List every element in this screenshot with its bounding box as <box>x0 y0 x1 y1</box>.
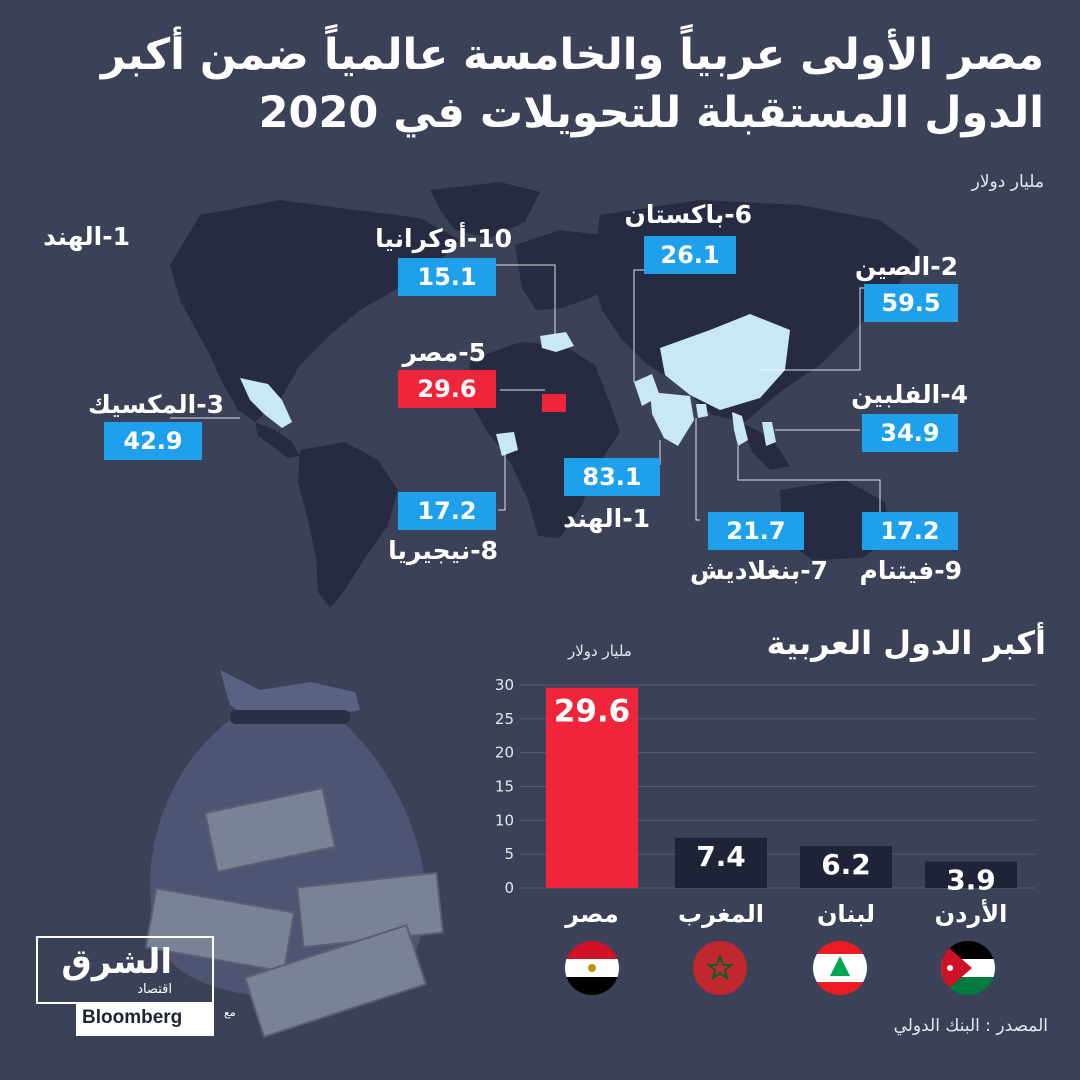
money-stack-4 <box>243 923 427 1038</box>
logo-bloomberg-bar: Bloomberg <box>76 1004 214 1036</box>
bar-3 <box>925 861 1017 888</box>
money-stack-1 <box>203 786 337 874</box>
y-tick-label: 25 <box>495 710 514 728</box>
bar-value-label: 3.9 <box>946 864 996 897</box>
leader-bangladesh <box>695 418 700 521</box>
page-title: مصر الأولى عربياً والخامسة عالمياً ضمن أ… <box>44 26 1044 142</box>
money-bag-illustration <box>144 670 444 1038</box>
map-unit-label: مليار دولار <box>971 172 1044 192</box>
flag-jordan-icon <box>941 941 995 995</box>
bar-value-label: 29.6 <box>554 694 631 730</box>
leader-nigeria <box>498 452 506 511</box>
flags-row <box>565 941 995 995</box>
map-highlight-nigeria <box>496 432 518 456</box>
leader-vietnam <box>737 446 881 515</box>
country-value-vietnam: 17.2 <box>862 512 958 550</box>
source-note: المصدر : البنك الدولي <box>893 1016 1048 1036</box>
country-label-pakistan: 6-باكستان <box>624 200 752 229</box>
money-bag-neck <box>220 670 360 720</box>
map-highlight-india <box>650 392 694 446</box>
country-label-nigeria: 8-نيجيريا <box>388 536 498 565</box>
country-value-bangladesh: 21.7 <box>708 512 804 550</box>
southeast-asia-shape <box>740 422 790 470</box>
brand-logo: الشرق اقتصاد مع Bloomberg <box>36 936 236 1036</box>
country-label-mexico: 3-المكسيك <box>88 390 224 419</box>
y-tick-label: 0 <box>504 879 514 897</box>
map-highlight-philippines <box>762 422 776 446</box>
bar-0 <box>546 687 638 888</box>
leader-ukraine <box>470 264 556 335</box>
map-highlight-egypt <box>542 394 566 412</box>
south-america-shape <box>298 442 398 608</box>
central-america-shape <box>255 422 300 458</box>
country-value-nigeria: 17.2 <box>398 492 496 530</box>
country-label-china: 2-الصين <box>854 252 958 281</box>
country-value-mexico: 42.9 <box>104 422 202 460</box>
label-india: 1-الهند <box>43 222 130 251</box>
logo-frame: الشرق اقتصاد <box>36 936 214 1004</box>
greenland-shape <box>430 182 540 238</box>
country-label-bangladesh: 7-بنغلاديش <box>689 556 828 585</box>
country-value-ukraine: 15.1 <box>398 258 496 296</box>
chart-unit-label: مليار دولار <box>567 642 632 660</box>
country-value-china: 59.5 <box>864 284 958 322</box>
logo-with-text: مع <box>224 1006 236 1019</box>
north-america-shape <box>170 200 460 422</box>
map-highlight-vietnam <box>732 412 748 446</box>
map-highlight-ukraine <box>540 332 574 352</box>
bar-2 <box>800 846 892 888</box>
money-stack-2 <box>144 887 296 973</box>
category-label: لبنان <box>817 900 875 928</box>
arab-bar-chart: مليار دولار 0 5 10 15 20 25 30 29.6 7.4 6.2 3.9 م… <box>495 642 1035 928</box>
country-label-philippines: 4-الفلبين <box>851 380 968 409</box>
country-label-india: 1-الهند <box>563 504 650 533</box>
country-value-pakistan: 26.1 <box>644 236 736 274</box>
logo-arabic-text: الشرق <box>61 942 172 982</box>
arab-section-title: أكبر الدول العربية <box>766 624 1046 662</box>
country-label-ukraine: 10-أوكرانيا <box>375 224 512 253</box>
y-tick-label: 30 <box>495 676 514 694</box>
map-highlight-bangladesh <box>696 404 708 418</box>
flag-egypt-icon <box>565 941 619 995</box>
y-tick-label: 5 <box>504 845 514 863</box>
bar-1 <box>675 837 767 888</box>
country-label-vietnam: 9-فيتنام <box>859 556 962 585</box>
y-tick-label: 20 <box>495 744 514 762</box>
logo-subtitle: اقتصاد <box>137 982 172 997</box>
country-value-india: 83.1 <box>564 458 660 496</box>
title-line-1: مصر الأولى عربياً والخامسة عالمياً ضمن أ… <box>100 30 1044 80</box>
country-label-egypt: 5-مصر <box>402 338 486 367</box>
bar-value-label: 7.4 <box>696 840 746 873</box>
title-line-2: الدول المستقبلة للتحويلات في 2020 <box>258 88 1044 138</box>
money-bag-tie <box>230 710 350 724</box>
country-value-egypt: 29.6 <box>398 370 496 408</box>
logo-bloomberg-text: Bloomberg <box>82 1007 183 1028</box>
map-highlight-china <box>660 314 790 410</box>
category-label: الأردن <box>935 899 1008 928</box>
map-highlight-mexico <box>240 378 292 428</box>
category-label: مصر <box>564 900 618 928</box>
country-value-philippines: 34.9 <box>862 414 958 452</box>
y-tick-label: 15 <box>495 778 514 796</box>
flag-lebanon-icon <box>813 941 867 995</box>
y-tick-label: 10 <box>495 811 514 829</box>
flag-morocco-icon <box>693 941 747 995</box>
bar-value-label: 6.2 <box>821 848 871 881</box>
category-label: المغرب <box>678 900 764 928</box>
